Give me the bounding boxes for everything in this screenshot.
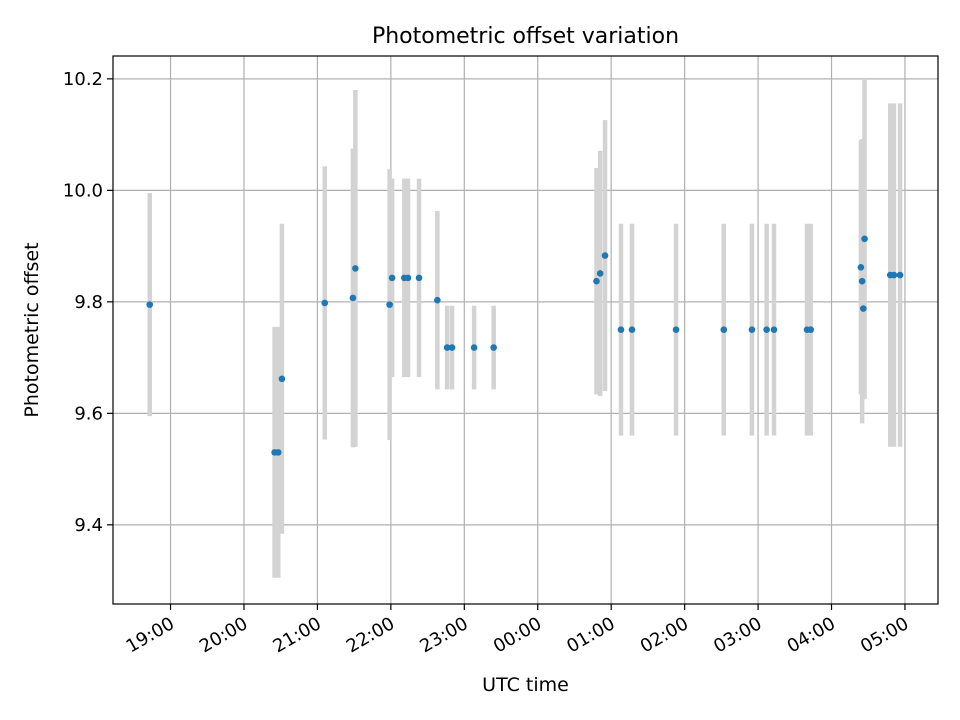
data-point (321, 299, 329, 307)
data-point (763, 326, 770, 334)
x-tick-label: 20:00 (196, 613, 251, 657)
x-tick-label: 19:00 (123, 613, 178, 657)
data-point (386, 301, 393, 308)
x-tick-label: 01:00 (563, 613, 618, 657)
y-axis-ticks: 9.4 9.6 9.8 10.0 10.2 (63, 69, 113, 536)
data-point (274, 449, 282, 456)
y-tick-label: 10.2 (63, 69, 103, 90)
data-point (601, 252, 609, 259)
data-point (349, 294, 357, 302)
y-tick-label: 9.4 (74, 515, 103, 536)
y-tick-label: 10.0 (63, 180, 103, 201)
data-point (352, 265, 359, 272)
x-tick-label: 03:00 (710, 613, 765, 657)
data-point (617, 326, 625, 334)
chart-title: Photometric offset variation (372, 24, 679, 49)
x-tick-label: 23:00 (416, 613, 471, 657)
grid-lines (113, 56, 938, 604)
data-point (404, 274, 412, 282)
data-point (770, 326, 778, 334)
data-point (278, 375, 286, 383)
x-tick-label: 04:00 (784, 613, 839, 657)
error-bars (147, 78, 903, 578)
x-tick-label: 05:00 (857, 613, 912, 657)
data-point (857, 263, 865, 271)
x-tick-label: 00:00 (490, 613, 545, 657)
y-axis-label: Photometric offset (21, 242, 43, 417)
x-tick-label: 21:00 (269, 613, 324, 657)
y-tick-label: 9.6 (74, 403, 103, 424)
data-point (720, 326, 728, 334)
data-points (146, 235, 904, 456)
data-point (860, 305, 867, 312)
x-tick-label: 02:00 (637, 613, 692, 657)
data-point (858, 277, 866, 285)
data-point (415, 274, 423, 282)
data-point (807, 326, 815, 334)
data-point (470, 344, 478, 351)
plot-frame (112, 55, 939, 605)
data-point (628, 326, 636, 334)
x-axis-label: UTC time (482, 674, 569, 696)
data-point (388, 274, 396, 282)
data-point (434, 296, 441, 304)
data-point (146, 301, 154, 308)
data-point (490, 344, 497, 351)
data-point (443, 344, 451, 351)
x-axis-ticks: 19:00 20:00 21:00 22:00 23:00 00:00 01:00 02:00… (123, 604, 912, 657)
data-point (896, 271, 904, 279)
data-point (861, 235, 868, 243)
data-point (672, 326, 680, 334)
data-point (890, 271, 898, 279)
y-tick-label: 9.8 (74, 292, 103, 313)
data-point (596, 270, 604, 277)
data-point (748, 326, 756, 334)
data-point (448, 344, 456, 351)
data-point (593, 277, 600, 285)
x-tick-label: 22:00 (343, 613, 398, 657)
